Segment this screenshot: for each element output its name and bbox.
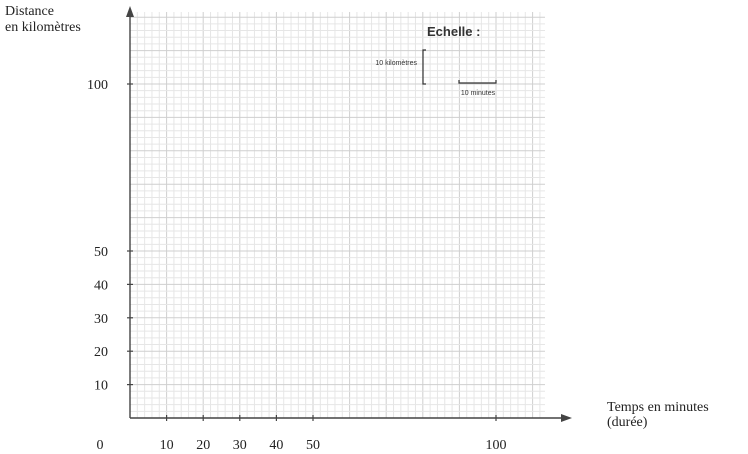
y-tick-label: 10 <box>94 379 108 394</box>
scale-horizontal-label: 10 minutes <box>461 90 496 97</box>
origin-label: 0 <box>97 438 104 453</box>
x-tick-label: 50 <box>306 438 320 453</box>
scale-vertical-bracket <box>422 49 426 85</box>
x-tick-label: 30 <box>233 438 247 453</box>
axes <box>126 6 572 422</box>
x-tick-label: 100 <box>486 438 507 453</box>
y-axis-label-line1: Distance <box>5 4 54 19</box>
x-axis-arrow <box>561 414 572 422</box>
x-axis-label-line1: Temps en minutes <box>607 400 709 415</box>
y-axis-label-line2: en kilomètres <box>5 20 81 35</box>
scale-horizontal-bracket <box>458 80 497 84</box>
y-tick-label: 40 <box>94 278 108 293</box>
y-tick-label: 30 <box>94 312 108 327</box>
x-tick-label: 20 <box>196 438 210 453</box>
scale-vertical-label: 10 kilomètres <box>375 60 417 67</box>
x-tick-label: 10 <box>160 438 174 453</box>
grid <box>129 12 545 419</box>
y-tick-label: 100 <box>87 78 108 93</box>
x-tick-label: 40 <box>269 438 283 453</box>
y-axis-arrow <box>126 6 134 17</box>
scale-title: Echelle : <box>427 24 480 39</box>
y-tick-label: 50 <box>94 245 108 260</box>
y-tick-label: 20 <box>94 345 108 360</box>
x-axis-label-line2: (durée) <box>607 415 648 430</box>
ticks: 10 20 30 40 50 100 10 20 30 40 50 100 <box>87 78 507 453</box>
scale-legend: Echelle : 10 kilomètres 10 minutes <box>375 24 497 97</box>
